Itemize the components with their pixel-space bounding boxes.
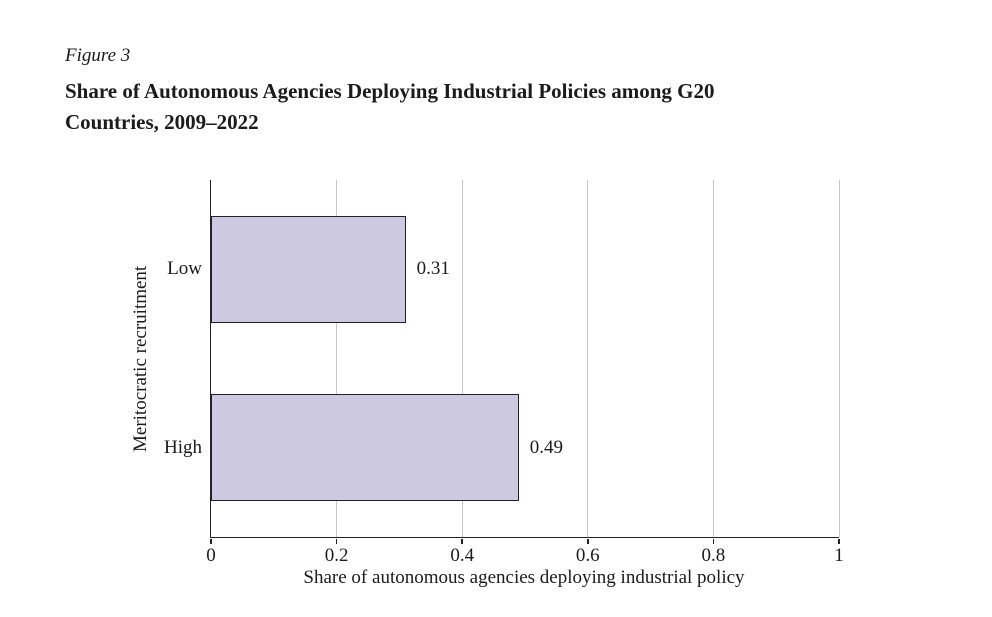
- x-gridline: [838, 180, 840, 537]
- x-tick-label: 0.8: [701, 545, 726, 566]
- figure-title: Share of Autonomous Agencies Deploying I…: [65, 76, 925, 138]
- x-gridline: [461, 180, 463, 537]
- plot-area: 0 0.2 0.4 0.6 0.8 1 Low 0.31 High 0.49: [164, 180, 844, 566]
- x-tick-mark: [838, 538, 840, 544]
- value-label-low: 0.31: [416, 258, 450, 280]
- x-tick-mark: [587, 538, 589, 544]
- x-tick-label: 0: [206, 545, 216, 566]
- bar-low: [211, 215, 406, 323]
- x-axis-title: Share of autonomous agencies deploying i…: [303, 567, 745, 588]
- x-tick-mark: [210, 538, 212, 544]
- category-label-high: High: [164, 436, 202, 458]
- x-tick-label: 1: [834, 545, 844, 566]
- x-gridline: [587, 180, 589, 537]
- category-label-low: Low: [167, 258, 202, 280]
- value-label-high: 0.49: [529, 436, 563, 458]
- x-gridline: [336, 180, 338, 537]
- x-gridline: [712, 180, 714, 537]
- figure-title-line-2: Countries, 2009–2022: [65, 110, 259, 134]
- x-tick-label: 0.6: [575, 545, 600, 566]
- x-tick-label: 0.2: [324, 545, 349, 566]
- x-tick-mark: [335, 538, 338, 544]
- figure-title-line-1: Share of Autonomous Agencies Deploying I…: [65, 79, 715, 103]
- x-tick-mark: [461, 538, 463, 544]
- y-axis-title: Meritocratic recruitment: [130, 265, 151, 452]
- x-tick-label: 0.4: [450, 545, 475, 566]
- figure-number-label: Figure 3: [65, 45, 131, 66]
- bar-high: [211, 394, 519, 502]
- x-tick-mark: [712, 538, 715, 544]
